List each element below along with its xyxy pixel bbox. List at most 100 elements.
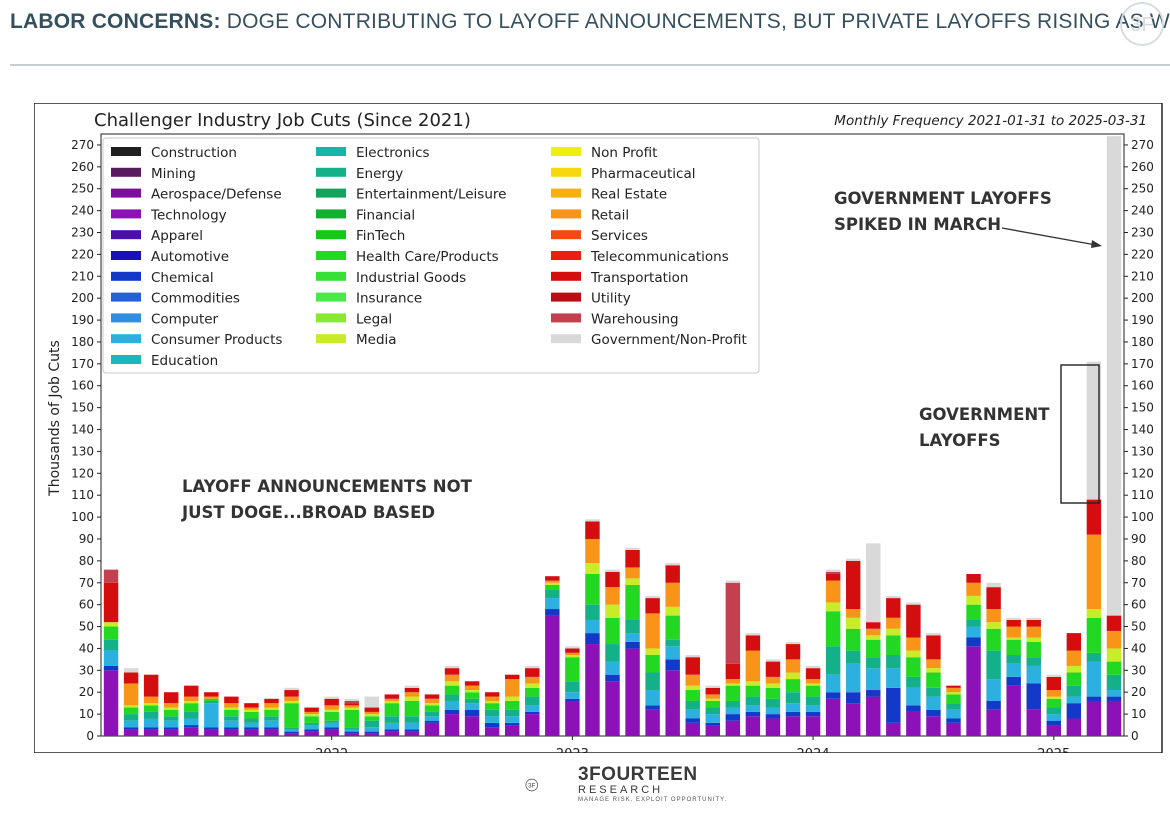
bar-segment [464, 690, 480, 693]
bar-segment [605, 604, 620, 618]
bar-segment [424, 722, 440, 736]
legend-label: Health Care/Products [356, 249, 499, 265]
bar-segment [143, 696, 159, 704]
bar-segment [1006, 619, 1021, 627]
y-tick-label-left: 10 [79, 707, 94, 721]
bar-segment [966, 595, 981, 605]
bar-segment [565, 657, 580, 682]
bar-segment [1106, 630, 1122, 649]
chart-annotations: GOVERNMENT LAYOFFS SPIKED IN MARCH GOVERNM… [181, 189, 1102, 522]
bar-segment [464, 692, 480, 699]
bar-segment [163, 716, 179, 721]
bar-segment [103, 626, 119, 640]
bar-segment [545, 582, 560, 585]
y-axis-label: Thousands of Job Cuts [47, 340, 63, 497]
bar-segment [725, 714, 741, 721]
legend-label: Non Profit [591, 145, 657, 161]
bar-2021-11 [304, 707, 319, 736]
bar-segment [1086, 609, 1102, 618]
bar-segment [745, 681, 761, 686]
y-tick-label-left: 50 [79, 620, 94, 634]
bar-segment [745, 716, 761, 736]
legend-swatch [111, 355, 141, 364]
bar-segment [805, 716, 821, 736]
bar-segment [143, 727, 159, 730]
bar-segment [765, 714, 781, 719]
legend-label: Apparel [151, 228, 203, 244]
bar-segment [845, 692, 861, 704]
bar-segment [926, 716, 941, 736]
bar-segment [886, 617, 901, 629]
bar-segment [926, 672, 941, 688]
bar-segment [384, 700, 400, 704]
y-tick-label-right: 200 [1131, 291, 1154, 305]
bar-segment [224, 716, 239, 721]
bar-segment [845, 609, 861, 618]
bar-segment [685, 685, 700, 691]
bar-segment [404, 685, 420, 688]
bar-segment [986, 582, 1001, 588]
annotation-gov-line2: LAYOFFS [919, 431, 1001, 450]
bar-segment [625, 547, 640, 550]
bar-segment [1046, 714, 1062, 721]
bar-segment [1006, 626, 1021, 638]
bar-segment [364, 696, 380, 708]
bar-segment [845, 617, 861, 629]
bar-segment [324, 696, 339, 699]
y-tick-label-right: 110 [1131, 488, 1154, 502]
annotation-arrow-line [1001, 227, 1097, 246]
bar-2022-04 [404, 685, 420, 736]
bar-2023-04 [645, 595, 660, 736]
y-tick-label-right: 250 [1131, 182, 1154, 196]
bar-segment [184, 725, 199, 728]
bar-segment [845, 628, 861, 651]
chart-title: Challenger Industry Job Cuts (Since 2021… [94, 110, 471, 131]
bar-segment [705, 685, 721, 688]
bar-segment [705, 687, 721, 695]
legend-label: Industrial Goods [356, 270, 466, 286]
bar-2025-03 [1106, 136, 1122, 736]
bar-segment [284, 687, 299, 691]
bar-segment [464, 681, 480, 686]
bar-segment [665, 670, 680, 736]
bar-segment [364, 727, 380, 732]
y-tick-label-right: 170 [1131, 357, 1154, 371]
bar-2021-01 [103, 569, 119, 736]
bar-segment [605, 569, 620, 572]
bar-segment [685, 700, 700, 710]
bar-segment [344, 733, 359, 736]
bar-segment [123, 683, 139, 706]
bar-segment [545, 584, 560, 590]
bar-segment [364, 720, 380, 728]
bar-segment [685, 722, 700, 736]
y-tick-label-right: 230 [1131, 226, 1154, 240]
y-tick-label-left: 160 [71, 379, 94, 393]
bar-segment [926, 633, 941, 636]
bar-segment [184, 685, 199, 697]
bar-segment [304, 716, 319, 723]
legend-swatch [551, 334, 581, 344]
bar-segment [344, 703, 359, 706]
y-tick-label-right: 180 [1131, 335, 1154, 349]
bar-segment [404, 722, 420, 730]
bar-segment [344, 729, 359, 732]
bar-segment [384, 698, 400, 701]
bar-segment [765, 676, 781, 684]
bar-segment [785, 703, 801, 712]
bar-segment [825, 646, 841, 675]
bar-2022-10 [525, 665, 540, 736]
bar-segment [886, 598, 901, 618]
bar-segment [825, 574, 841, 581]
bar-2022-02 [364, 696, 380, 736]
bar-segment [264, 703, 279, 708]
bar-segment [204, 703, 219, 728]
bar-segment [284, 703, 299, 728]
bar-segment [805, 705, 821, 712]
bar-segment [163, 709, 179, 717]
bar-segment [204, 729, 219, 736]
bar-segment [625, 584, 640, 620]
legend-swatch [111, 209, 141, 219]
bar-segment [625, 567, 640, 579]
bar-segment [845, 663, 861, 693]
bar-segment [805, 665, 821, 669]
